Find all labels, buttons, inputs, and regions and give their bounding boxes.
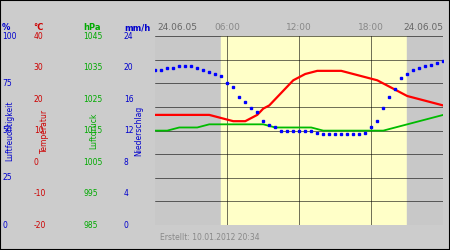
Text: 0: 0: [2, 220, 7, 230]
Text: 50: 50: [2, 126, 12, 135]
Text: mm/h: mm/h: [124, 24, 150, 32]
Text: 24.06.05: 24.06.05: [158, 24, 198, 32]
Text: 100: 100: [2, 32, 17, 41]
Text: 1005: 1005: [83, 158, 103, 166]
Text: 1045: 1045: [83, 32, 103, 41]
Text: 24.06.05: 24.06.05: [403, 24, 443, 32]
Text: 12:00: 12:00: [286, 24, 312, 32]
Text: 8: 8: [124, 158, 129, 166]
Bar: [221, 36, 407, 225]
Text: 30: 30: [34, 63, 44, 72]
Text: 4: 4: [124, 189, 129, 198]
Text: Erstellt: 10.01.2012 20:34: Erstellt: 10.01.2012 20:34: [160, 234, 259, 242]
Text: Niederschlag: Niederschlag: [134, 106, 143, 156]
Text: 995: 995: [83, 189, 98, 198]
Text: 10: 10: [34, 126, 43, 135]
Text: 20: 20: [34, 95, 43, 104]
Text: 24: 24: [124, 32, 133, 41]
Text: Luftfeuchtigkeit: Luftfeuchtigkeit: [5, 100, 14, 161]
Text: 40: 40: [34, 32, 44, 41]
Text: -20: -20: [34, 220, 46, 230]
Text: hPa: hPa: [83, 24, 101, 32]
Text: 12: 12: [124, 126, 133, 135]
Text: 1025: 1025: [83, 95, 103, 104]
Bar: [407, 36, 443, 225]
Text: -10: -10: [34, 189, 46, 198]
Text: 1035: 1035: [83, 63, 103, 72]
Text: 0: 0: [34, 158, 39, 166]
Text: 985: 985: [83, 220, 98, 230]
Text: 25: 25: [2, 173, 12, 182]
Text: 20: 20: [124, 63, 133, 72]
Text: %: %: [2, 24, 11, 32]
Text: 06:00: 06:00: [214, 24, 240, 32]
Text: Luftdruck: Luftdruck: [89, 112, 98, 149]
Text: 16: 16: [124, 95, 133, 104]
Text: °C: °C: [34, 24, 44, 32]
Text: 0: 0: [124, 220, 129, 230]
Bar: [155, 36, 221, 225]
Text: 1015: 1015: [83, 126, 103, 135]
Text: 75: 75: [2, 79, 12, 88]
Text: 18:00: 18:00: [358, 24, 384, 32]
Text: Temperatur: Temperatur: [40, 108, 49, 153]
